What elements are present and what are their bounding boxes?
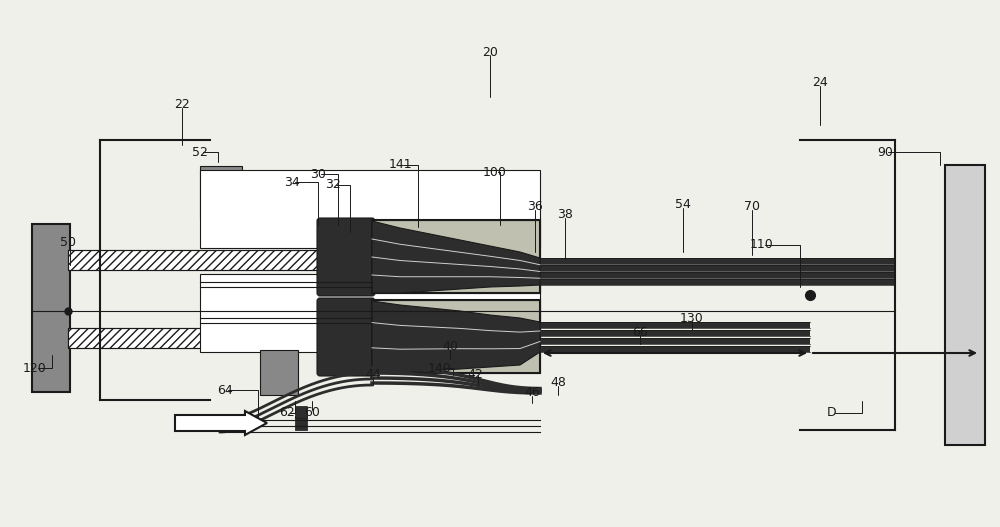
Text: 46: 46 [524,386,540,399]
Text: 120: 120 [23,362,47,375]
Bar [32,224,70,392]
Bar [540,330,810,336]
Text: 30: 30 [310,168,326,181]
Bar [540,346,810,352]
Text: 130: 130 [680,311,704,325]
Text: 22: 22 [174,99,190,112]
Bar [372,220,540,293]
Bar [260,350,298,395]
FancyBboxPatch shape [317,218,375,296]
Bar [68,328,355,348]
Text: 140: 140 [428,362,452,375]
Bar [540,272,895,278]
Text: 64: 64 [217,384,233,396]
Text: 32: 32 [325,179,341,191]
Bar [295,416,307,430]
Text: 48: 48 [550,376,566,389]
Bar [372,300,540,373]
Bar [540,322,810,328]
Text: 24: 24 [812,76,828,90]
Bar [540,265,895,271]
Text: 141: 141 [388,159,412,171]
Text: 70: 70 [744,200,760,213]
Text: 90: 90 [877,145,893,159]
Text: 34: 34 [284,175,300,189]
Bar [68,250,355,270]
Text: 60: 60 [304,406,320,419]
Text: 40: 40 [442,340,458,354]
Text: 66: 66 [632,326,648,338]
Text: 54: 54 [675,199,691,211]
Text: 110: 110 [750,239,774,251]
Text: 38: 38 [557,209,573,221]
Bar [540,279,895,285]
Bar [945,165,985,445]
FancyArrow shape [175,411,267,435]
Text: 42: 42 [467,368,483,382]
Text: 44: 44 [365,368,381,382]
Text: 62: 62 [279,406,295,419]
Bar [200,166,242,218]
Bar [372,220,540,293]
FancyBboxPatch shape [317,298,375,376]
Bar [200,274,540,352]
Text: 52: 52 [192,145,208,159]
Bar [540,338,810,344]
Text: 50: 50 [60,237,76,249]
Text: 20: 20 [482,45,498,58]
Bar [200,170,540,248]
Bar [372,300,540,373]
Bar [68,328,355,348]
Bar [540,258,895,264]
Text: D: D [827,406,837,419]
Text: 100: 100 [483,165,507,179]
Bar [68,250,355,270]
Polygon shape [372,221,540,293]
Text: 36: 36 [527,200,543,213]
Bar [295,406,307,418]
Polygon shape [372,301,540,373]
